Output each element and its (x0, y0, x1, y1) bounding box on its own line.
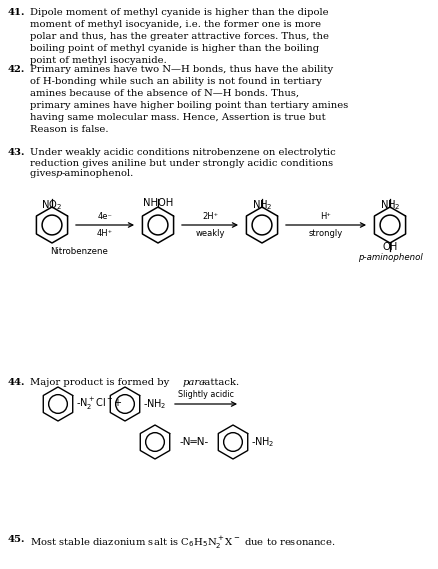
Text: strongly: strongly (308, 229, 343, 238)
Text: 45.: 45. (8, 535, 25, 544)
Text: -attack.: -attack. (201, 378, 240, 387)
Text: -N$_2^+$Cl$^-$+: -N$_2^+$Cl$^-$+ (76, 396, 123, 412)
Text: -N═N-: -N═N- (179, 437, 208, 447)
Text: 4H⁺: 4H⁺ (97, 229, 113, 238)
Text: p: p (56, 169, 62, 178)
Text: OH: OH (381, 242, 397, 252)
Text: NH$_2$: NH$_2$ (379, 198, 399, 212)
Text: 2H⁺: 2H⁺ (201, 212, 218, 221)
Text: Dipole moment of methyl cyanide is higher than the dipole
moment of methyl isocy: Dipole moment of methyl cyanide is highe… (30, 8, 328, 65)
Text: gives: gives (30, 169, 59, 178)
Text: NO$_2$: NO$_2$ (41, 198, 63, 212)
Text: NHOH: NHOH (142, 198, 173, 208)
Text: 43.: 43. (8, 148, 25, 157)
Text: -aminophenol.: -aminophenol. (61, 169, 134, 178)
Text: -NH$_2$: -NH$_2$ (251, 435, 274, 449)
Text: Major product is formed by: Major product is formed by (30, 378, 172, 387)
Text: para: para (183, 378, 206, 387)
Text: weakly: weakly (195, 229, 224, 238)
Text: 4e⁻: 4e⁻ (97, 212, 112, 221)
Text: 41.: 41. (8, 8, 25, 17)
Text: Under weakly acidic conditions nitrobenzene on electrolytic: Under weakly acidic conditions nitrobenz… (30, 148, 335, 157)
Text: reduction gives aniline but under strongly acidic conditions: reduction gives aniline but under strong… (30, 159, 332, 167)
Text: Most stable diazonium salt is C$_6$H$_5$N$_2^+$X$^-$ due to resonance.: Most stable diazonium salt is C$_6$H$_5$… (30, 535, 335, 551)
Text: Slightly acidic: Slightly acidic (177, 390, 233, 399)
Text: H⁺: H⁺ (320, 212, 331, 221)
Text: NH$_2$: NH$_2$ (251, 198, 272, 212)
Text: 44.: 44. (8, 378, 25, 387)
Text: Primary amines have two N—H bonds, thus have the ability
of H-bonding while such: Primary amines have two N—H bonds, thus … (30, 65, 347, 134)
Text: 42.: 42. (8, 65, 25, 74)
Text: -NH$_2$: -NH$_2$ (143, 397, 166, 411)
Text: Nitrobenzene: Nitrobenzene (50, 247, 108, 256)
Text: p-aminophenol: p-aminophenol (357, 253, 421, 262)
